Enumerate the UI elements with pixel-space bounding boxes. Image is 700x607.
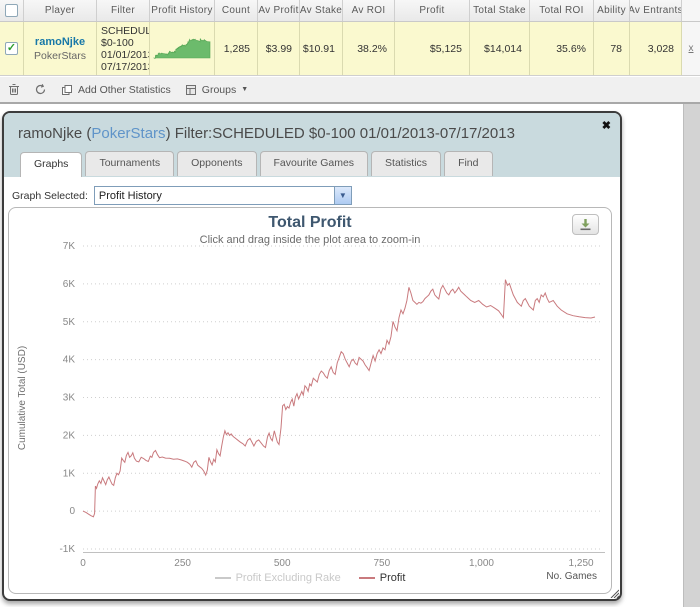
select-arrow-icon: ▼ xyxy=(333,187,351,204)
legend-swatch-excluding-rake xyxy=(214,577,231,579)
pokerstars-link[interactable]: PokerStars xyxy=(91,125,166,142)
col-header-ability[interactable]: Ability xyxy=(594,0,630,21)
player-name-link[interactable]: ramoNjke xyxy=(34,35,86,48)
filter-cell: SCHEDULED $0-100 01/01/2013- 07/17/2013 xyxy=(97,22,150,75)
graph-selector-row: Graph Selected: Profit History ▼ xyxy=(12,186,352,205)
legend-item-profit-excluding-rake[interactable]: Profit Excluding Rake xyxy=(214,572,341,584)
total-stake-cell: $14,014 xyxy=(470,22,530,75)
chart-title: Total Profit xyxy=(268,214,352,231)
col-header-profit-history[interactable]: Profit History xyxy=(150,0,215,21)
tab-favourite-games[interactable]: Favourite Games xyxy=(259,151,369,176)
sparkline-chart xyxy=(153,37,211,59)
table-header-row: Player Filter Profit History Count Av Pr… xyxy=(0,0,700,22)
page-scroll-strip[interactable] xyxy=(683,104,700,607)
groups-icon xyxy=(185,84,196,95)
table-row: ✓ ramoNjke PokerStars SCHEDULED $0-100 0… xyxy=(0,22,700,76)
svg-text:2K: 2K xyxy=(63,430,76,441)
chart-panel[interactable]: -1K 0 1K 2K 3K 4K 5K 6K 7K 0 250 500 750 1,000 1,250 Cu… xyxy=(8,207,612,594)
download-chart-button[interactable] xyxy=(572,214,599,235)
tab-opponents[interactable]: Opponents xyxy=(177,151,257,176)
svg-text:0: 0 xyxy=(80,558,86,569)
col-header-player[interactable]: Player xyxy=(24,0,97,21)
svg-text:0: 0 xyxy=(69,506,75,517)
profit-history-sparkline-cell[interactable] xyxy=(150,22,215,75)
svg-text:1,000: 1,000 xyxy=(469,558,494,569)
legend-profit-swatch xyxy=(358,577,375,579)
profit-chart[interactable]: -1K 0 1K 2K 3K 4K 5K 6K 7K 0 250 500 750 1,000 1,250 Cu… xyxy=(9,208,611,570)
svg-text:4K: 4K xyxy=(63,355,76,366)
svg-text:-1K: -1K xyxy=(59,544,75,555)
delete-button[interactable] xyxy=(8,83,20,96)
svg-text:250: 250 xyxy=(174,558,191,569)
toolbar: Add Other Statistics Groups ▼ xyxy=(0,77,700,104)
col-header-av-roi[interactable]: Av ROI xyxy=(343,0,395,21)
trash-icon xyxy=(9,84,19,95)
caret-down-icon: ▼ xyxy=(241,86,249,93)
col-header-total-stake[interactable]: Total Stake xyxy=(470,0,530,21)
dialog-header: ramoNjke (PokerStars) Filter:SCHEDULED $… xyxy=(4,113,620,177)
av-stake-cell: $10.91 xyxy=(300,22,343,75)
remove-row-link[interactable]: x xyxy=(688,43,694,54)
download-icon xyxy=(580,219,591,231)
col-header-profit[interactable]: Profit xyxy=(395,0,470,21)
col-header-count[interactable]: Count xyxy=(215,0,258,21)
row-checkbox[interactable]: ✓ xyxy=(5,42,18,55)
player-stats-dialog: ramoNjke (PokerStars) Filter:SCHEDULED $… xyxy=(2,111,622,601)
svg-text:1K: 1K xyxy=(63,468,76,479)
svg-text:3K: 3K xyxy=(63,393,76,404)
tab-tournaments[interactable]: Tournaments xyxy=(85,151,175,176)
chart-subtitle: Click and drag inside the plot area to z… xyxy=(199,234,421,246)
total-roi-cell: 35.6% xyxy=(530,22,594,75)
svg-text:7K: 7K xyxy=(63,241,76,252)
chart-legend: Profit Excluding Rake Profit xyxy=(9,572,611,584)
tab-graphs[interactable]: Graphs xyxy=(20,152,83,177)
close-icon[interactable]: ✖ xyxy=(601,120,611,132)
tab-find[interactable]: Find xyxy=(444,151,493,176)
col-header-total-roi[interactable]: Total ROI xyxy=(530,0,594,21)
legend-item-profit[interactable]: Profit xyxy=(358,572,405,584)
av-entrants-cell: 3,028 xyxy=(630,22,682,75)
refresh-icon xyxy=(35,83,46,95)
graph-type-select[interactable]: Profit History ▼ xyxy=(93,186,352,205)
add-other-statistics-button[interactable]: Add Other Statistics xyxy=(61,84,171,96)
svg-text:5K: 5K xyxy=(63,317,76,328)
graph-selected-label: Graph Selected: xyxy=(12,189,88,202)
col-header-filter[interactable]: Filter xyxy=(97,0,150,21)
svg-text:500: 500 xyxy=(274,558,291,569)
resize-grip[interactable] xyxy=(609,588,619,598)
player-site-label: PokerStars xyxy=(34,49,86,62)
tab-statistics[interactable]: Statistics xyxy=(371,151,442,176)
col-header-av-stake[interactable]: Av Stake xyxy=(300,0,343,21)
profit-cell: $5,125 xyxy=(395,22,470,75)
results-table: Player Filter Profit History Count Av Pr… xyxy=(0,0,700,76)
svg-text:6K: 6K xyxy=(63,279,76,290)
svg-text:750: 750 xyxy=(374,558,391,569)
select-all-checkbox[interactable] xyxy=(5,4,18,17)
refresh-button[interactable] xyxy=(34,83,47,96)
groups-dropdown-button[interactable]: Groups ▼ xyxy=(185,84,248,96)
svg-text:Cumulative Total (USD): Cumulative Total (USD) xyxy=(17,346,28,450)
dialog-title: ramoNjke (PokerStars) Filter:SCHEDULED $… xyxy=(18,125,515,142)
col-header-av-profit[interactable]: Av Profit xyxy=(258,0,300,21)
col-header-av-entrants[interactable]: Av Entrants xyxy=(630,0,682,21)
copy-icon xyxy=(62,84,72,95)
svg-text:1,250: 1,250 xyxy=(569,558,594,569)
av-profit-cell: $3.99 xyxy=(258,22,300,75)
av-roi-cell: 38.2% xyxy=(343,22,395,75)
ability-cell: 78 xyxy=(594,22,630,75)
xaxis-title: No. Games xyxy=(546,571,597,582)
count-cell: 1,285 xyxy=(215,22,258,75)
dialog-tabs: Graphs Tournaments Opponents Favourite G… xyxy=(18,151,606,177)
